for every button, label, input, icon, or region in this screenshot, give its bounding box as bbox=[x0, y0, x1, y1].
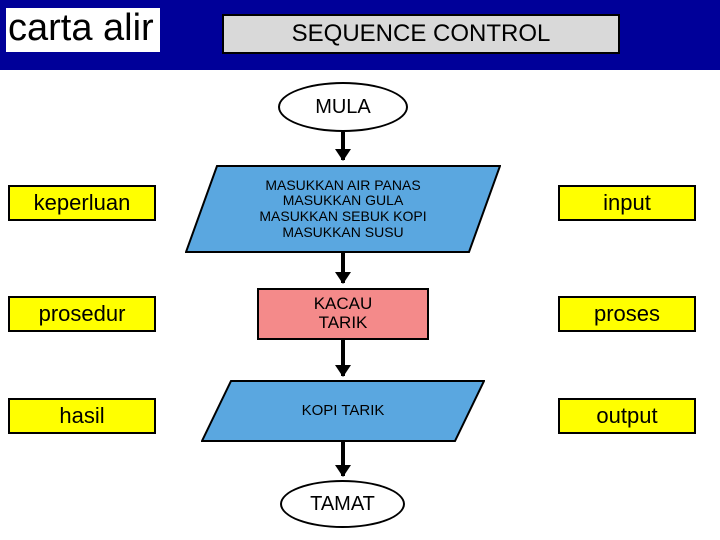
right-label-2: output bbox=[558, 398, 696, 434]
arrow-1 bbox=[341, 253, 345, 283]
right-label-0: input bbox=[558, 185, 696, 221]
page-title-box: SEQUENCE CONTROL bbox=[222, 14, 620, 54]
right-label-1: proses bbox=[558, 296, 696, 332]
arrow-0 bbox=[341, 132, 345, 160]
left-label-2: hasil bbox=[8, 398, 156, 434]
process-node: KACAUTARIK bbox=[257, 288, 429, 340]
io-output-text: KOPI TARIK bbox=[201, 380, 485, 442]
page-title-left: carta alir bbox=[6, 8, 160, 52]
left-label-1: prosedur bbox=[8, 296, 156, 332]
terminator-start: MULA bbox=[278, 82, 408, 132]
io-output-node: KOPI TARIK bbox=[201, 380, 485, 442]
terminator-end: TAMAT bbox=[280, 480, 405, 528]
arrow-2 bbox=[341, 340, 345, 376]
arrow-3 bbox=[341, 442, 345, 476]
io-input-text: MASUKKAN AIR PANASMASUKKAN GULAMASUKKAN … bbox=[185, 165, 501, 253]
left-label-0: keperluan bbox=[8, 185, 156, 221]
io-input-node: MASUKKAN AIR PANASMASUKKAN GULAMASUKKAN … bbox=[185, 165, 501, 253]
